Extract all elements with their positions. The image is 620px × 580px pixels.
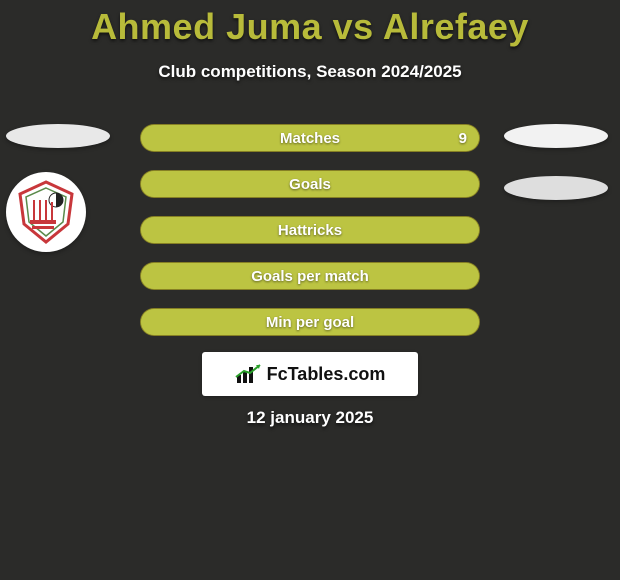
metric-row: Matches9 <box>140 124 480 152</box>
metric-label: Goals <box>141 171 479 198</box>
player-right-flag-ellipse-2 <box>504 176 608 200</box>
metric-label: Min per goal <box>141 309 479 336</box>
metric-row: Hattricks <box>140 216 480 244</box>
comparison-area: Matches9 Goals Hattricks Goals per match Min… <box>0 124 620 354</box>
page-title: Ahmed Juma vs Alrefaey <box>0 0 620 48</box>
metric-row: Goals <box>140 170 480 198</box>
player-left-flag-ellipse <box>6 124 110 148</box>
watermark-chart-icon <box>235 363 261 385</box>
metric-bars: Matches9 Goals Hattricks Goals per match Min… <box>140 124 480 336</box>
player-right-column <box>504 124 614 228</box>
metric-label: Matches <box>141 125 479 152</box>
metric-label: Goals per match <box>141 263 479 290</box>
subtitle: Club competitions, Season 2024/2025 <box>0 62 620 82</box>
metric-row: Min per goal <box>140 308 480 336</box>
metric-row: Goals per match <box>140 262 480 290</box>
infographic: Ahmed Juma vs Alrefaey Club competitions… <box>0 0 620 580</box>
watermark: FcTables.com <box>202 352 418 396</box>
metric-value-right: 9 <box>459 125 467 151</box>
watermark-text: FcTables.com <box>267 364 386 385</box>
club-crest-icon <box>14 180 78 244</box>
metric-label: Hattricks <box>141 217 479 244</box>
player-right-flag-ellipse-1 <box>504 124 608 148</box>
player-left-column <box>6 124 116 252</box>
date-text: 12 january 2025 <box>0 408 620 428</box>
player-left-club-badge <box>6 172 86 252</box>
